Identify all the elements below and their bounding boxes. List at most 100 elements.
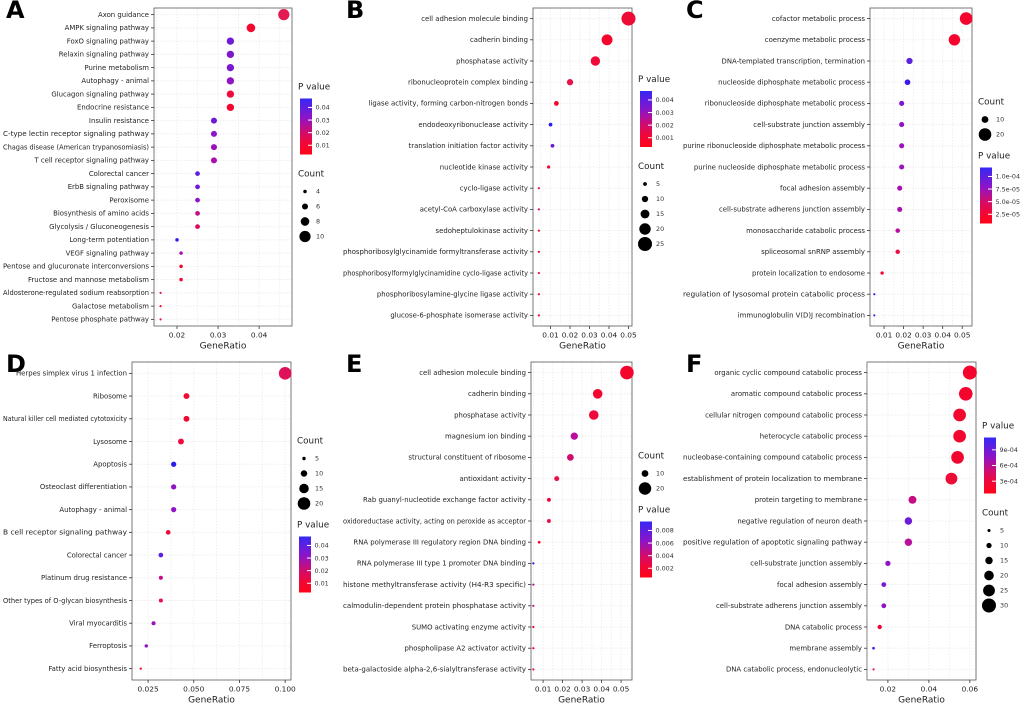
y-axis-label: cadherin binding	[468, 390, 526, 398]
y-axis-label: negative regulation of neuron death	[737, 517, 862, 525]
count-legend-dot	[986, 542, 992, 549]
data-dot	[906, 57, 913, 65]
data-dot	[904, 538, 913, 546]
count-legend-title: Count	[638, 452, 665, 462]
data-dot	[959, 12, 973, 25]
pvalue-legend-tick-label: 0.004	[656, 552, 674, 560]
y-axis-label: Ferroptosis	[89, 642, 127, 650]
data-dot	[139, 667, 142, 670]
count-legend-dot	[638, 237, 652, 251]
data-dot	[210, 144, 217, 151]
x-tick-label: 0.02	[895, 331, 911, 340]
pvalue-legend-title: P value	[638, 506, 670, 516]
y-axis-label: Insulin resistance	[89, 117, 149, 125]
count-legend-label: 20	[996, 131, 1004, 139]
y-axis-label: Colorectal cancer	[67, 551, 127, 559]
data-dot	[548, 122, 553, 127]
data-dot	[554, 101, 559, 106]
y-axis-label: Apoptosis	[93, 461, 127, 469]
y-axis-label: Axon guidance	[98, 11, 149, 19]
x-axis-title: GeneRatio	[188, 696, 235, 706]
data-dot	[899, 164, 905, 170]
count-legend-label: 10	[656, 195, 664, 203]
count-legend-label: 15	[315, 485, 323, 493]
data-dot	[945, 472, 958, 485]
count-legend-label: 10	[996, 116, 1004, 124]
y-axis-label: Platinum drug resistance	[41, 574, 127, 582]
x-tick-label: 0.04	[601, 331, 618, 340]
y-axis-label: FoxO signaling pathway	[67, 37, 149, 45]
panel-letter-B: B	[346, 0, 365, 24]
y-axis-label: translation initiation factor activity	[409, 142, 528, 150]
y-axis-label: phosphatase activity	[454, 411, 526, 419]
count-legend-dot	[641, 470, 649, 477]
y-axis-label: B cell receptor signaling pathway	[3, 529, 127, 537]
data-dot	[183, 393, 190, 400]
count-legend-dot	[983, 584, 995, 597]
pvalue-legend-tick-label: 2.5e-05	[996, 210, 1020, 218]
data-dot	[144, 644, 148, 648]
count-legend-label: 10	[316, 233, 324, 241]
data-dot	[881, 603, 887, 609]
data-dot	[554, 476, 560, 482]
data-dot	[179, 277, 183, 282]
dotplot-chart-D: Herpes simplex virus 1 infection Ribosome…	[3, 361, 329, 706]
y-axis-label: acetyl-CoA carboxylase activity	[420, 206, 528, 214]
count-legend-label: 25	[1000, 587, 1008, 595]
plot-area	[153, 7, 293, 327]
y-axis-label: endodeoxyribonuclease activity	[418, 121, 528, 129]
dotplot-chart-F: organic cyclic compound catabolic proces…	[683, 361, 1018, 706]
data-dot	[566, 79, 574, 86]
x-tick-label: 0.01	[535, 685, 552, 694]
x-tick-label: 0.050	[183, 685, 204, 694]
y-axis-label: sedoheptulokinase activity	[435, 227, 528, 235]
data-dot	[897, 206, 903, 212]
count-legend-dot	[987, 528, 991, 533]
y-axis-label: regulation of lysosomal protein cataboli…	[683, 291, 865, 299]
data-dot	[195, 184, 200, 190]
data-dot	[621, 11, 636, 26]
pvalue-legend-tick-label: 0.003	[656, 109, 674, 117]
data-dot	[246, 23, 256, 33]
y-axis-label: magnesium ion binding	[445, 433, 526, 441]
data-dot	[179, 251, 183, 255]
y-axis-label: ribonucleoprotein complex binding	[408, 79, 528, 87]
y-axis-label: Other types of O-glycan biosynthesis	[3, 597, 127, 605]
y-axis-label: Biosynthesis of amino acids	[53, 210, 149, 218]
y-axis-label: focal adhesion assembly	[777, 581, 862, 589]
pvalue-legend-tick-label: 0.008	[656, 527, 674, 535]
panel-letter-F: F	[686, 350, 703, 378]
panel-E: E cell adhesion molecule binding cadherin…	[340, 350, 680, 709]
data-dot	[537, 250, 540, 253]
pvalue-gradient-bar	[640, 91, 652, 147]
pvalue-legend-tick-label: 0.03	[315, 554, 329, 562]
y-axis-label: Purine metabolism	[84, 64, 149, 72]
pvalue-legend-tick-label: 0.03	[316, 116, 330, 124]
data-dot	[159, 318, 162, 321]
x-tick-label: 0.02	[169, 331, 185, 340]
x-tick-label: 0.03	[210, 331, 227, 340]
data-dot	[962, 365, 977, 380]
count-legend-label: 5	[1000, 527, 1004, 535]
y-axis-label: protein targeting to membrane	[755, 496, 862, 504]
y-axis-label: cell adhesion molecule binding	[421, 15, 528, 23]
data-dot	[881, 582, 887, 588]
data-dot	[278, 367, 292, 380]
data-dot	[159, 305, 162, 308]
pvalue-legend-tick-label: 0.004	[656, 96, 674, 104]
y-axis-label: cadherin binding	[470, 36, 528, 44]
data-dot	[908, 495, 917, 504]
data-dot	[165, 530, 171, 535]
data-dot	[953, 408, 966, 422]
x-tick-label: 0.04	[593, 685, 610, 694]
y-axis-label: Autophagy - animal	[81, 77, 149, 85]
data-dot	[899, 100, 905, 106]
count-legend-dot	[299, 230, 311, 243]
panel-letter-A: A	[6, 0, 26, 24]
pvalue-legend-tick-label: 6e-04	[1000, 462, 1018, 470]
count-legend-dot	[640, 209, 650, 219]
data-dot	[537, 187, 540, 190]
data-dot	[195, 171, 200, 177]
y-axis-label: nucleobase-containing compound catabolic…	[683, 454, 862, 462]
count-legend-label: 10	[656, 470, 664, 478]
